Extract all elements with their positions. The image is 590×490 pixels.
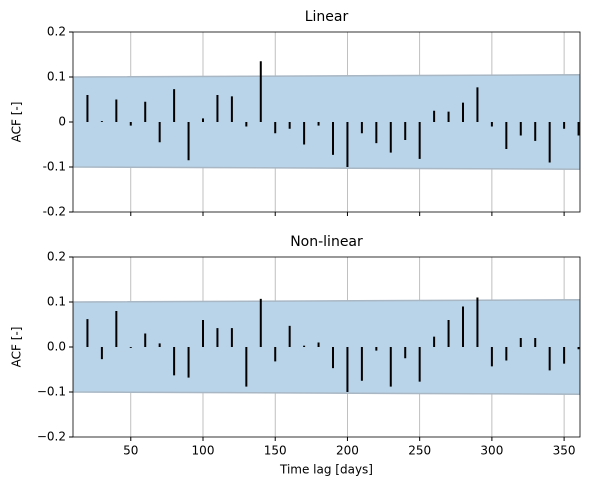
y-tick-label: 0 — [58, 115, 66, 129]
y-tick-label: −0.2 — [37, 430, 66, 444]
y-tick-label: 0.2 — [47, 250, 66, 264]
x-tick-label: 350 — [553, 444, 576, 458]
axes-frame — [72, 31, 581, 213]
y-tick-label: 0.0 — [47, 340, 66, 354]
x-tick-label: 300 — [480, 444, 503, 458]
subplot-title: Non-linear — [290, 234, 363, 250]
y-tick-label: 0.2 — [47, 25, 66, 39]
x-tick-label: 150 — [264, 444, 287, 458]
x-tick-label: 100 — [192, 444, 215, 458]
y-axis-label: ACF [-] — [10, 102, 24, 143]
y-tick-label: −0.1 — [37, 385, 66, 399]
y-tick-label: -0.1 — [43, 160, 66, 174]
y-tick-label: 0.1 — [47, 295, 66, 309]
confidence-band — [73, 73, 580, 171]
x-axis-label: Time lag [days] — [279, 463, 373, 477]
plot-area — [73, 32, 580, 212]
y-tick-label: 0.1 — [47, 70, 66, 84]
x-tick-label: 50 — [123, 444, 138, 458]
confidence-band — [73, 298, 580, 396]
plot-area — [73, 257, 580, 437]
x-tick-label: 200 — [336, 444, 359, 458]
y-tick-label: -0.2 — [43, 205, 66, 219]
y-axis-label: ACF [-] — [10, 327, 24, 368]
axes-frame — [72, 256, 581, 438]
subplot-title: Linear — [305, 9, 349, 25]
x-tick-label: 250 — [408, 444, 431, 458]
